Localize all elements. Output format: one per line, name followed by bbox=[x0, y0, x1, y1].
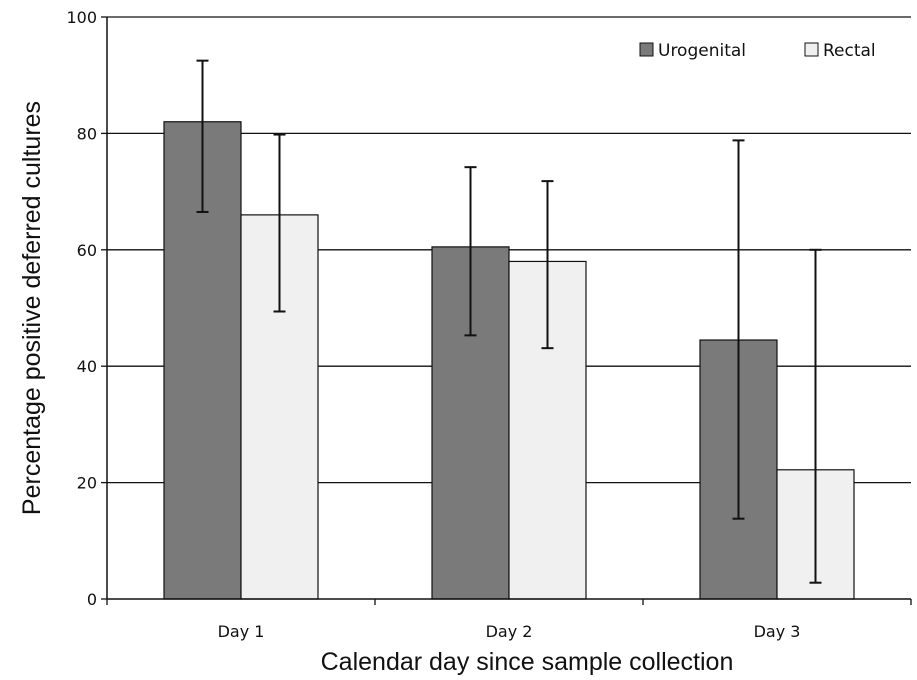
x-tick-label-day-2: Day 2 bbox=[486, 622, 533, 641]
y-tick-label-20: 20 bbox=[77, 474, 97, 493]
y-tick-label-80: 80 bbox=[77, 124, 97, 143]
y-tick-label-40: 40 bbox=[77, 357, 97, 376]
y-axis-title: Percentage positive deferred cultures bbox=[18, 101, 46, 515]
x-axis-title: Calendar day since sample collection bbox=[321, 648, 734, 676]
legend-label-rectal: Rectal bbox=[823, 41, 876, 61]
y-tick-label-60: 60 bbox=[77, 241, 97, 260]
x-tick-label-day-1: Day 1 bbox=[218, 622, 265, 641]
legend-label-urogenital: Urogenital bbox=[658, 41, 746, 61]
x-tick-label-day-3: Day 3 bbox=[754, 622, 801, 641]
tick-labels: 0 20 40 60 80 100 Day 1 Day 2 Day 3 bbox=[66, 8, 800, 641]
legend-swatch-rectal bbox=[804, 42, 819, 57]
legend: Urogenital Rectal bbox=[639, 41, 876, 61]
axes bbox=[101, 16, 912, 605]
y-tick-label-100: 100 bbox=[66, 8, 97, 27]
bars bbox=[163, 121, 855, 600]
legend-swatch-urogenital bbox=[639, 42, 654, 57]
error-bars bbox=[196, 59, 822, 584]
y-tick-label-0: 0 bbox=[87, 590, 97, 609]
